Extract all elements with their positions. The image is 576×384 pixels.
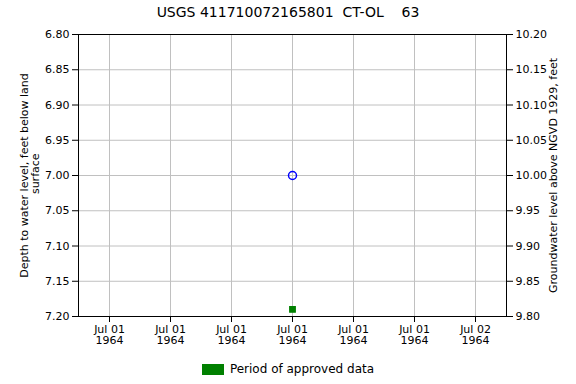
svg-text:10.00: 10.00	[516, 169, 548, 182]
svg-text:7.20: 7.20	[45, 310, 70, 323]
svg-text:10.20: 10.20	[516, 28, 548, 41]
svg-text:10.05: 10.05	[516, 134, 548, 147]
svg-text:Groundwater level above NGVD 1: Groundwater level above NGVD 1929, feet	[547, 57, 560, 293]
svg-text:Jul 011964: Jul 011964	[337, 323, 369, 347]
svg-text:7.00: 7.00	[45, 169, 70, 182]
svg-text:7.15: 7.15	[45, 275, 70, 288]
svg-text:Jul 011964: Jul 011964	[398, 323, 430, 347]
svg-text:10.15: 10.15	[516, 63, 548, 76]
svg-text:9.80: 9.80	[516, 310, 541, 323]
svg-text:Depth to water level, feet bel: Depth to water level, feet below land su…	[18, 73, 42, 278]
svg-text:6.80: 6.80	[45, 28, 70, 41]
svg-text:6.95: 6.95	[45, 134, 70, 147]
svg-text:6.90: 6.90	[45, 99, 70, 112]
svg-text:7.05: 7.05	[45, 204, 70, 217]
svg-text:Jul 021964: Jul 021964	[459, 323, 491, 347]
html-text:USGS 411710072165801 CT-OL 63: USGS 411710072165801 CT-OL 63	[156, 4, 420, 20]
svg-text:Jul 011964: Jul 011964	[276, 323, 308, 347]
svg-text:Jul 011964: Jul 011964	[154, 323, 186, 347]
svg-text:9.95: 9.95	[516, 204, 541, 217]
svg-text:6.85: 6.85	[45, 63, 70, 76]
svg-text:9.90: 9.90	[516, 240, 541, 253]
svg-text:7.10: 7.10	[45, 240, 70, 253]
svg-text:9.85: 9.85	[516, 275, 541, 288]
html-text:Period of approved data: Period of approved data	[229, 362, 375, 376]
svg-text:Jul 011964: Jul 011964	[93, 323, 125, 347]
svg-text:10.10: 10.10	[516, 99, 548, 112]
svg-text:Jul 011964: Jul 011964	[215, 323, 247, 347]
